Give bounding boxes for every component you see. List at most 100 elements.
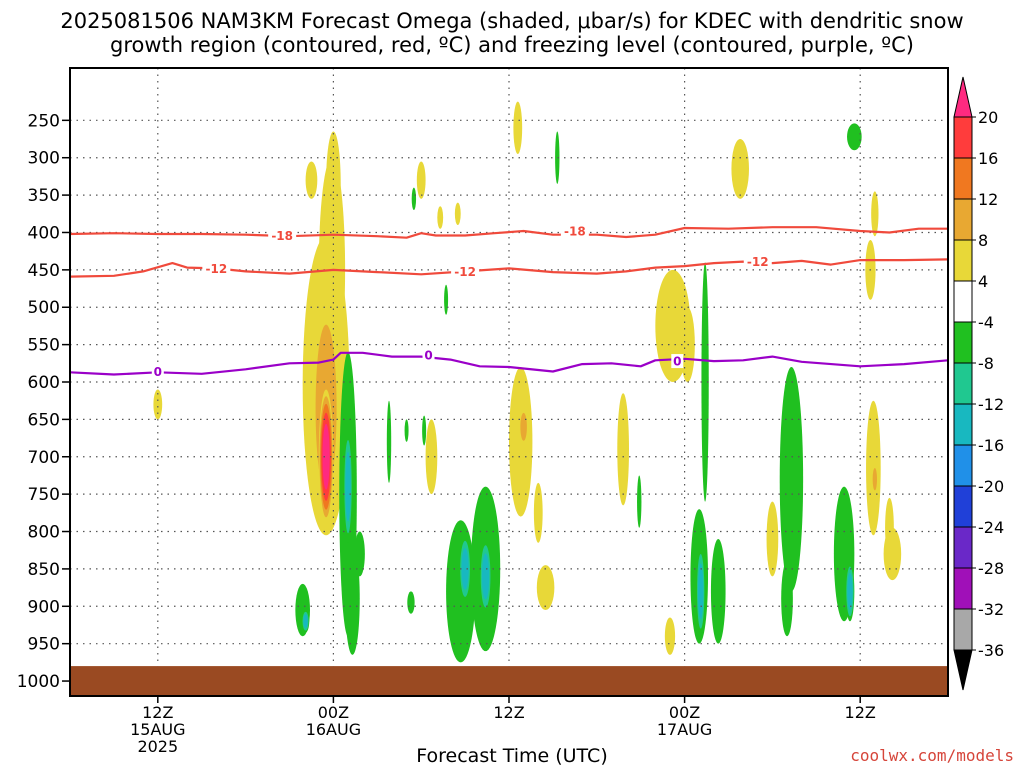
- contour-label: -12: [747, 255, 769, 269]
- colorbar-bin: [953, 444, 973, 487]
- colorbar-label: -32: [978, 600, 1004, 619]
- y-tick-label: 400: [28, 223, 60, 243]
- contour-label-bg: [202, 261, 231, 276]
- omega-cell: [520, 412, 527, 441]
- omega-cell: [322, 423, 330, 490]
- colorbar-label: -16: [978, 436, 1004, 455]
- colorbar-bin: [953, 239, 973, 282]
- omega-cell: [446, 520, 476, 663]
- credit-text: coolwx.com/models: [850, 746, 1014, 765]
- omega-cell: [305, 161, 318, 199]
- colorbar-bottom-arrow: [953, 649, 973, 691]
- colorbar-bin: [953, 157, 973, 200]
- colorbar-bin: [953, 526, 973, 569]
- contour-label-bg: [671, 354, 684, 369]
- omega-cell: [422, 415, 427, 446]
- y-tick-label: 250: [28, 111, 60, 131]
- x-tick-label: 12Z: [845, 703, 876, 722]
- omega-cell: [509, 367, 533, 517]
- contour-label: 0: [673, 355, 681, 369]
- colorbar-label: -28: [978, 559, 1004, 578]
- omega-cell: [871, 191, 879, 237]
- omega-cell: [779, 367, 804, 592]
- colorbar-label: 20: [978, 108, 998, 127]
- colorbar-label: 8: [978, 231, 988, 250]
- omega-cell: [153, 389, 163, 420]
- colorbar-bin: [953, 608, 973, 651]
- chart-title-line1: 2025081506 NAM3KM Forecast Omega (shaded…: [60, 9, 964, 33]
- y-tick-label: 700: [28, 448, 60, 468]
- contour-label: -18: [271, 229, 293, 243]
- colorbar-bin: [953, 321, 973, 364]
- y-tick-label: 950: [28, 635, 60, 655]
- omega-cell: [766, 501, 779, 577]
- omega-cell: [513, 101, 523, 154]
- colorbar-label: -24: [978, 518, 1004, 537]
- ground-fill: [70, 666, 948, 696]
- omega-cell: [354, 531, 365, 577]
- omega-cell: [885, 497, 894, 558]
- colorbar-bin: [953, 198, 973, 241]
- contour-freezing_0: [70, 351, 948, 376]
- x-tick-label: 15AUG: [130, 720, 185, 739]
- colorbar-bin: [953, 362, 973, 405]
- omega-cell: [407, 591, 415, 614]
- y-tick-label: 450: [28, 261, 60, 281]
- y-tick-label: 900: [28, 597, 60, 617]
- omega-cell: [617, 393, 629, 506]
- contour-label-bg: [451, 264, 480, 279]
- colorbar-label: 16: [978, 149, 998, 168]
- y-tick-label: 500: [28, 298, 60, 318]
- omega-cell: [481, 553, 490, 600]
- x-axis-label: Forecast Time (UTC): [416, 745, 608, 767]
- y-tick-label: 300: [28, 149, 60, 169]
- y-tick-label: 550: [28, 336, 60, 356]
- colorbar-bin: [953, 280, 973, 323]
- omega-cell: [345, 542, 360, 655]
- colorbar-label: -36: [978, 641, 1004, 660]
- omega-cell: [444, 284, 449, 315]
- omega-cell: [637, 475, 642, 528]
- contour-label: 0: [424, 349, 432, 363]
- x-tick-label: 00Z: [669, 703, 700, 722]
- omega-cell: [416, 161, 426, 199]
- contour-label: -12: [205, 262, 227, 276]
- omega-cell: [437, 206, 444, 229]
- omega-cell: [386, 400, 392, 483]
- colorbar-bin: [953, 567, 973, 610]
- y-axis: 250 300 350 400 450 500 550 600 650 700 750 800 850 9…: [17, 111, 70, 692]
- contour-dgz_-18: [70, 226, 948, 239]
- omega-cell: [701, 262, 709, 502]
- contour-label: -18: [564, 224, 586, 238]
- omega-cell: [847, 572, 853, 610]
- omega-cell: [303, 614, 308, 629]
- omega-cell: [411, 187, 417, 211]
- colorbar-bin: [953, 485, 973, 528]
- colorbar-label: -12: [978, 395, 1004, 414]
- omega-cell: [533, 482, 543, 543]
- omega-cell: [697, 563, 704, 620]
- colorbar-bin: [953, 116, 973, 159]
- contour-labels: -18 -18 -12 -12 -12 0 0 0: [151, 223, 772, 379]
- contour-label-bg: [422, 348, 435, 363]
- colorbar: 20 16 12 8 4 -4 -8 -12 -16 -20 -24 -28 -32 -36: [953, 76, 1004, 691]
- x-tick-label: 12Z: [142, 703, 173, 722]
- ground-layer: [70, 666, 948, 696]
- contour-label-bg: [743, 254, 772, 269]
- y-tick-label: 650: [28, 410, 60, 430]
- colorbar-label: 4: [978, 272, 988, 291]
- y-tick-label: 750: [28, 485, 60, 505]
- y-tick-label: 800: [28, 523, 60, 543]
- omega-shading: [153, 101, 902, 663]
- colorbar-label: -20: [978, 477, 1004, 496]
- x-tick-label: 16AUG: [306, 720, 361, 739]
- omega-cell: [872, 468, 878, 491]
- contour-label-bg: [560, 223, 589, 238]
- omega-cell: [461, 548, 469, 590]
- contour-label: -12: [454, 265, 476, 279]
- omega-cell: [731, 139, 749, 199]
- omega-cell: [710, 539, 726, 644]
- omega-cell: [425, 419, 438, 495]
